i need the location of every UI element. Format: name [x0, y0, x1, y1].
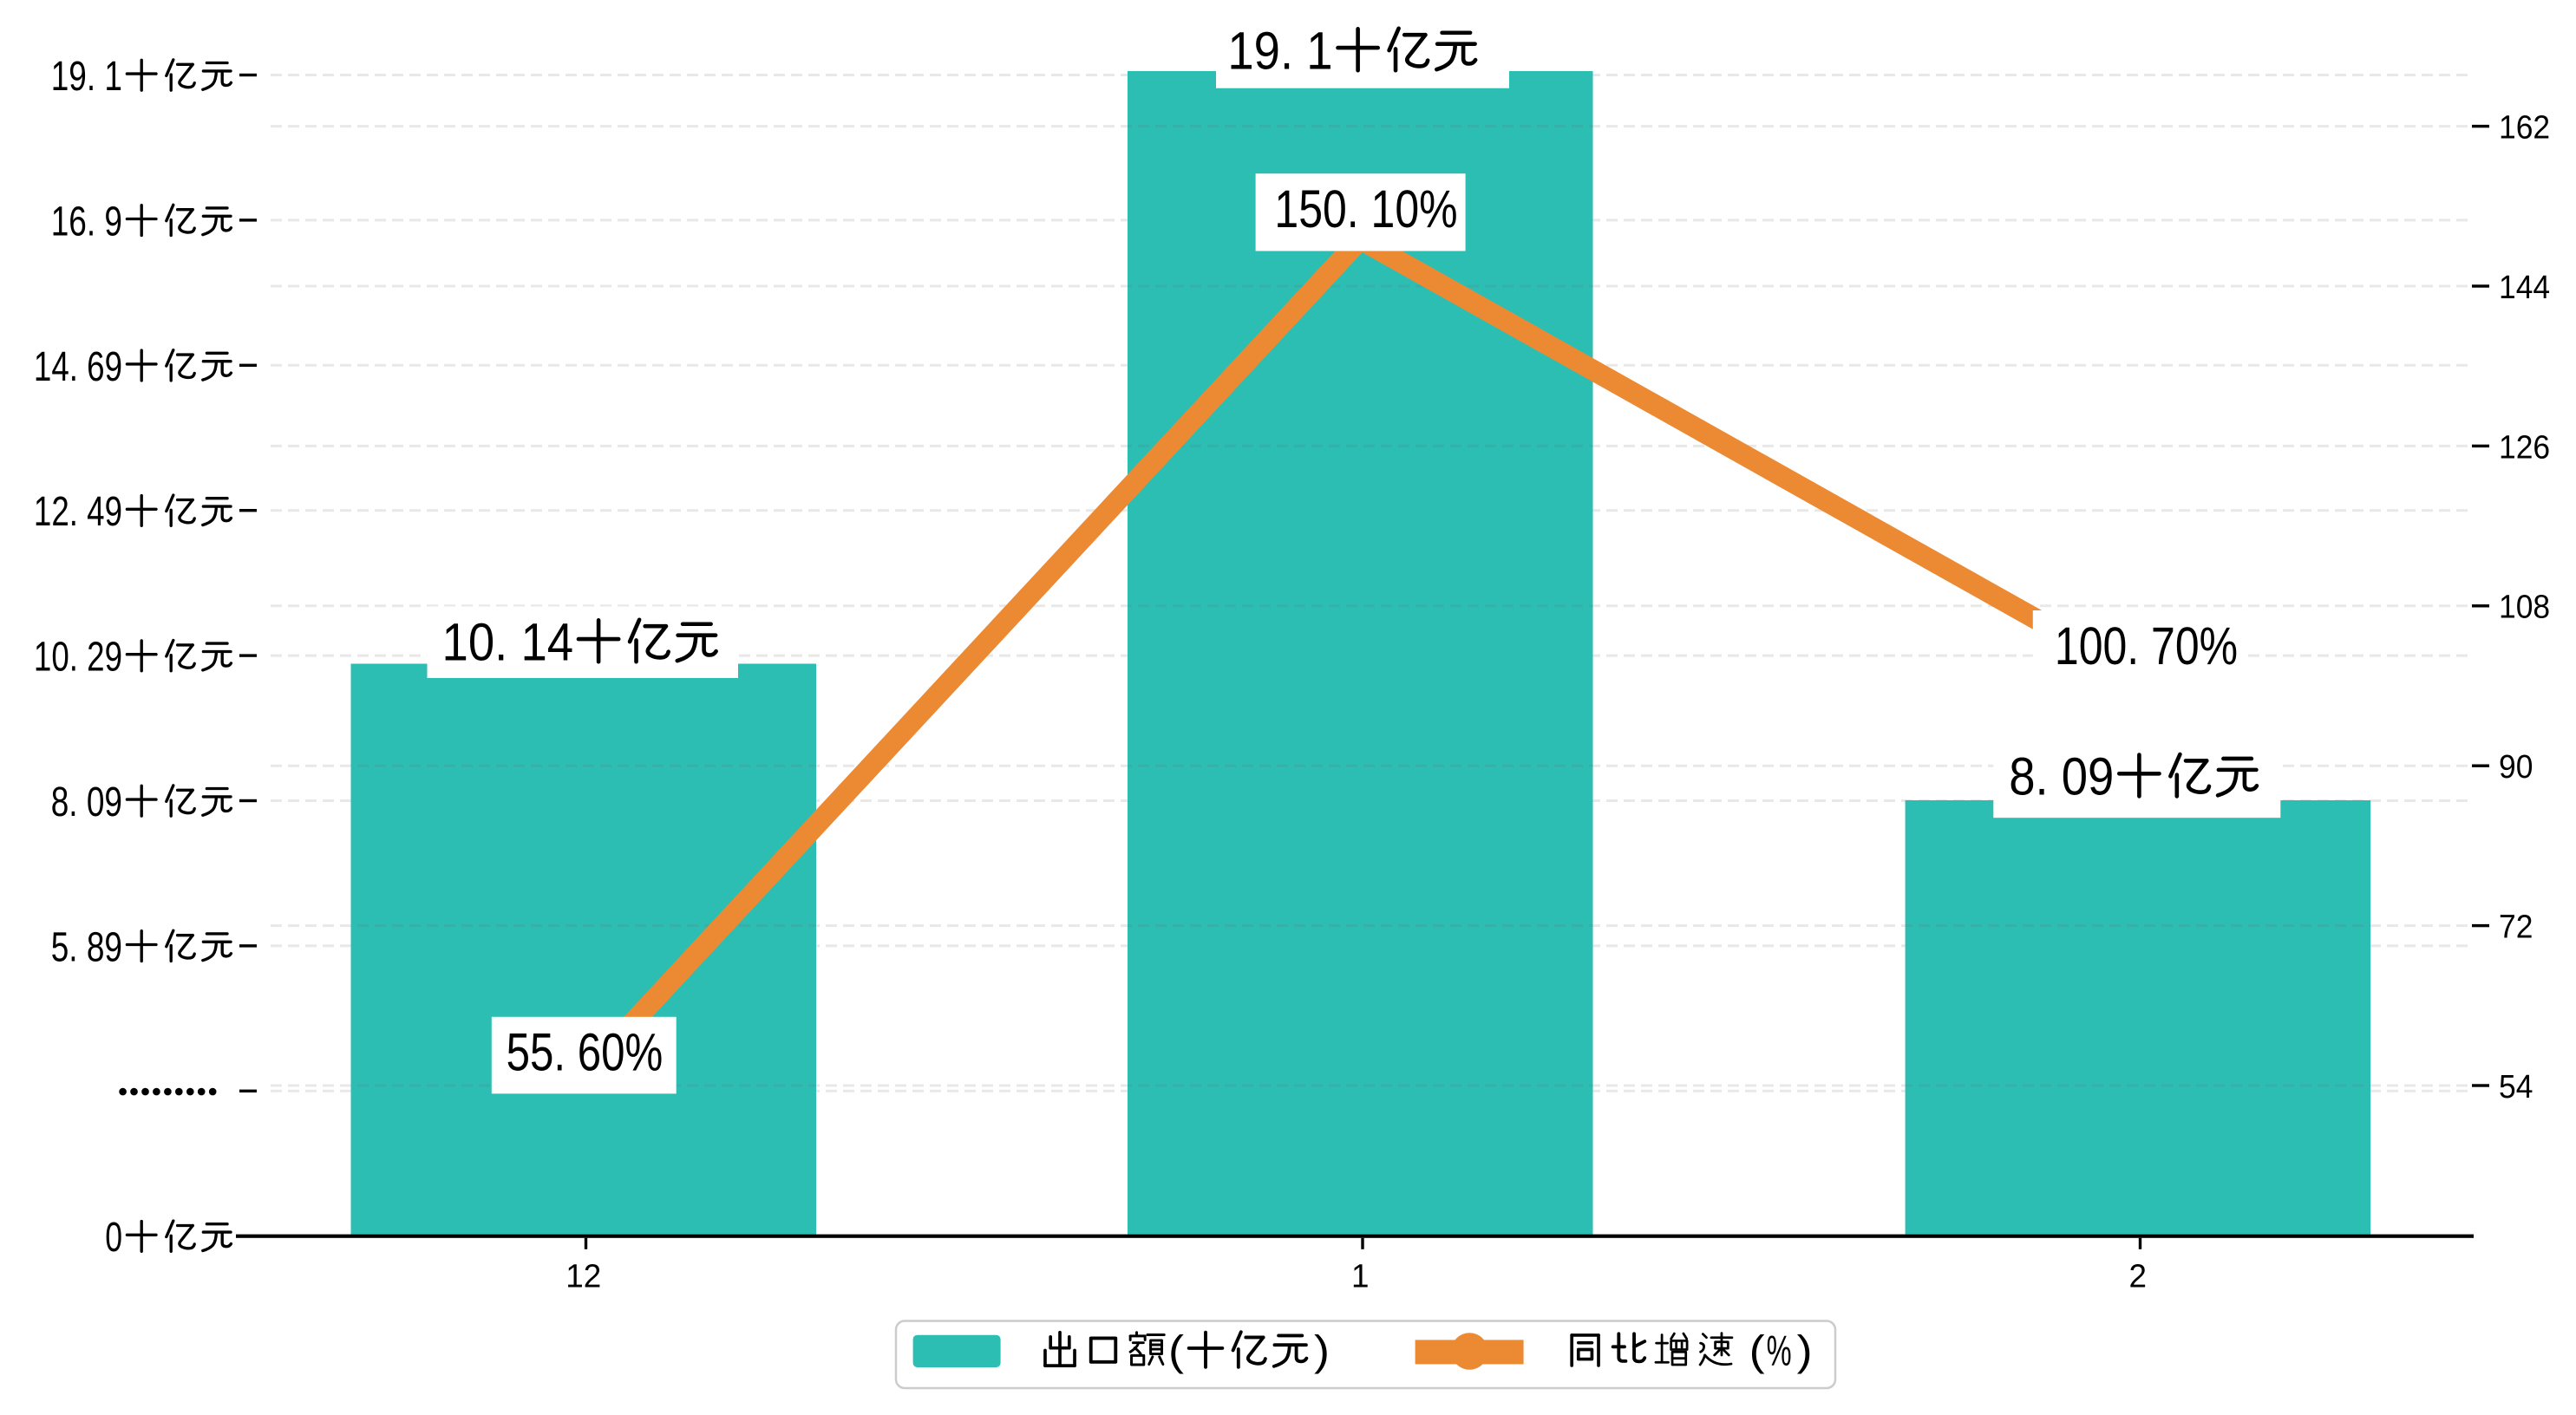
- svg-text:54: 54: [2499, 1069, 2533, 1105]
- svg-text:162: 162: [2499, 110, 2550, 147]
- svg-text:72: 72: [2499, 910, 2533, 946]
- svg-text:1: 1: [1351, 1258, 1370, 1294]
- svg-text:19. 1: 19. 1: [1227, 21, 1332, 80]
- svg-text:108: 108: [2499, 590, 2550, 626]
- svg-text:100. 70%: 100. 70%: [2055, 616, 2238, 675]
- svg-text:0: 0: [105, 1215, 122, 1261]
- svg-text:(: (: [1749, 1327, 1766, 1374]
- svg-text:5. 89: 5. 89: [51, 924, 122, 970]
- svg-text:8. 09: 8. 09: [51, 779, 122, 825]
- svg-text:2: 2: [2129, 1258, 2148, 1294]
- svg-text:): ): [1314, 1327, 1330, 1374]
- svg-text:10. 29: 10. 29: [34, 635, 122, 681]
- svg-text:19. 1: 19. 1: [51, 54, 122, 100]
- svg-text:): ): [1797, 1327, 1813, 1374]
- svg-text:55. 60%: 55. 60%: [507, 1022, 664, 1081]
- svg-text:14. 69: 14. 69: [34, 344, 122, 390]
- svg-text:16. 9: 16. 9: [51, 199, 122, 245]
- svg-text:%: %: [1767, 1327, 1792, 1374]
- svg-text:150. 10%: 150. 10%: [1274, 179, 1457, 238]
- svg-text:(: (: [1168, 1327, 1185, 1374]
- svg-text:10. 14: 10. 14: [442, 612, 574, 671]
- svg-text:90: 90: [2499, 749, 2533, 786]
- svg-text:12: 12: [566, 1258, 601, 1294]
- svg-text:144: 144: [2499, 270, 2550, 306]
- svg-text:8. 09: 8. 09: [2009, 747, 2114, 806]
- svg-text:12. 49: 12. 49: [34, 489, 122, 535]
- svg-text:126: 126: [2499, 429, 2550, 466]
